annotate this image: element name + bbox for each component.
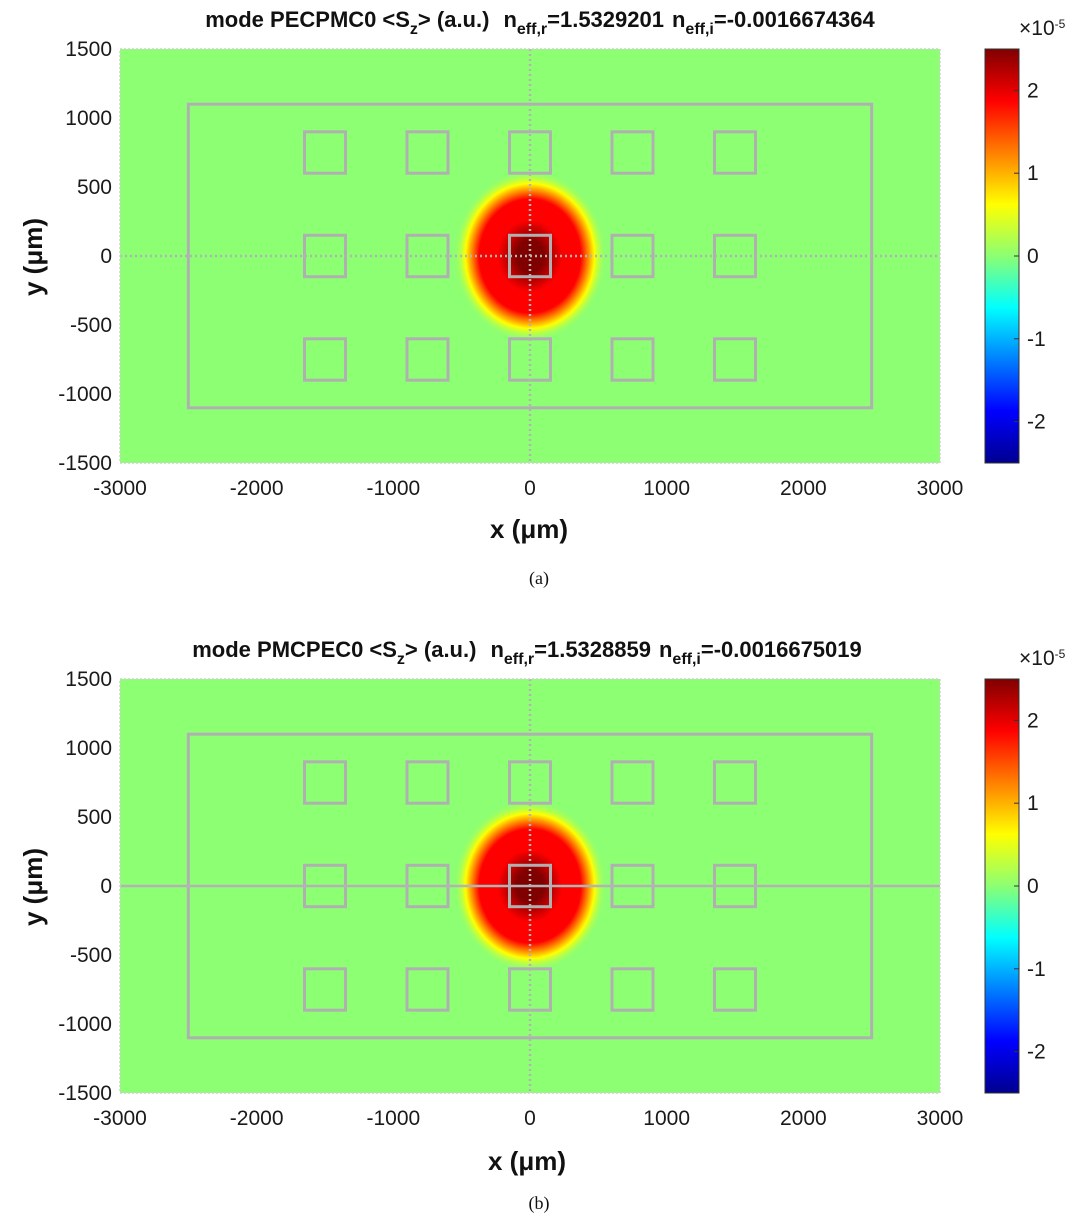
chart-b-ytick: 1500: [65, 668, 112, 691]
chart-b-ytick: -1000: [58, 1013, 112, 1036]
chart-b-hole-r0-c3: [610, 760, 655, 805]
chart-b-title-neffr-sub: eff,r: [504, 651, 534, 668]
chart-b-title-quantity-sub: z: [397, 651, 405, 668]
chart-a-ylabel: y (μm): [18, 218, 48, 296]
chart-a-ytick: 1000: [65, 107, 112, 130]
chart-a-title-neffr-label: n: [503, 7, 516, 32]
chart-b-hole-r0-c0: [303, 760, 347, 805]
chart-a-colorbar-tick: 0: [1027, 245, 1039, 268]
chart-a-ytick: -500: [70, 314, 112, 337]
chart-b-xlabel: x (μm): [488, 1146, 566, 1176]
chart-b-hole-r0-c4: [713, 760, 757, 805]
chart-a-title-neffi-value: =-0.0016674364: [714, 7, 876, 32]
chart-a-title-neffi-sub: eff,i: [685, 21, 713, 38]
chart-a-hole-r0-c3: [610, 130, 655, 175]
chart-a-xtick: -1000: [366, 477, 420, 500]
chart-b-title-quantity-suffix: > (a.u.): [405, 637, 477, 662]
chart-b-xtick: 0: [524, 1107, 536, 1130]
chart-a-colorbar-tick: -2: [1027, 411, 1046, 434]
chart-b-ytick: 500: [77, 806, 112, 829]
chart-a-title-neffi-label: n: [672, 7, 685, 32]
chart-a-hole-r0-c0: [303, 130, 347, 175]
chart-b-title-prefix: mode: [192, 637, 257, 662]
chart-b-hole-r2-c3: [610, 967, 655, 1012]
chart-b-hole-r2-c4: [713, 967, 757, 1012]
chart-b-xtick: 3000: [917, 1107, 964, 1130]
chart-b-svg: mode PMCPEC0 <Sz> (a.u.) neff,r=1.5328859 n…: [18, 637, 1066, 1176]
chart-a-xtick: 0: [524, 477, 536, 500]
chart-a-hole-r2-c0: [303, 337, 347, 382]
chart-b-colorbar-tick: -1: [1027, 958, 1046, 981]
chart-a-xlabel: x (μm): [490, 514, 568, 544]
chart-a-xtick: -2000: [230, 477, 284, 500]
chart-b-ylabel: y (μm): [18, 848, 48, 926]
chart-a-title: mode PECPMC0 <Sz> (a.u.) neff,r=1.5329201 n…: [205, 7, 875, 38]
chart-b-ytick: 0: [100, 875, 112, 898]
chart-b-ytick: 1000: [65, 737, 112, 760]
chart-b-ytick: -500: [70, 944, 112, 967]
chart-a-title-mode: PECPMC0: [270, 7, 376, 32]
chart-b-colorbar-tick: -2: [1027, 1041, 1046, 1064]
chart-b-title-neffi-sub: eff,i: [672, 651, 700, 668]
chart-b-xtick: 1000: [643, 1107, 690, 1130]
chart-a-ytick: -1500: [58, 452, 112, 475]
chart-a-hole-r0-c1: [405, 130, 450, 175]
chart-a-colorbar-exponent: ×10-5: [1019, 17, 1066, 40]
chart-a-title-neffr-value: =1.5329201: [547, 7, 664, 32]
chart-a-xtick: 2000: [780, 477, 827, 500]
chart-a-colorbar-tick: 1: [1027, 162, 1039, 185]
chart-a-svg: mode PECPMC0 <Sz> (a.u.) neff,r=1.5329201 n…: [18, 7, 1066, 544]
chart-b-title-neffr-value: =1.5328859: [534, 637, 651, 662]
chart-b-hole-r2-c1: [405, 967, 450, 1012]
chart-b-title-mode: PMCPEC0: [257, 637, 363, 662]
chart-b-hole-r0-c1: [405, 760, 450, 805]
chart-a-ytick: 500: [77, 176, 112, 199]
chart-a-xtick: -3000: [93, 477, 147, 500]
chart-b-ytick: -1500: [58, 1082, 112, 1105]
chart-b-plot: -3000 -2000 -1000 0 1000 2000 3000-1500-1000-5…: [58, 647, 1065, 1130]
chart-a-hole-r0-c4: [713, 130, 757, 175]
chart-b-hole-r0-c2: [508, 760, 552, 805]
chart-b-title: mode PMCPEC0 <Sz> (a.u.) neff,r=1.5328859 n…: [192, 637, 862, 668]
chart-b-colorbar-tick: 0: [1027, 875, 1039, 898]
chart-b-xtick: 2000: [780, 1107, 827, 1130]
caption-a: (a): [529, 568, 549, 588]
chart-a-plot: -3000 -2000 -1000 0 1000 2000 3000-1500-1000-5…: [58, 17, 1065, 500]
chart-a-xtick: 3000: [917, 477, 964, 500]
chart-a-title-neffr-sub: eff,r: [517, 21, 547, 38]
chart-b-xtick: -3000: [93, 1107, 147, 1130]
chart-a-colorbar-tick: -1: [1027, 328, 1046, 351]
chart-a-axes-frame: [119, 48, 941, 464]
chart-b-title-neffr-label: n: [490, 637, 503, 662]
chart-a-title-quantity-suffix: > (a.u.): [418, 7, 490, 32]
chart-b-xtick: -2000: [230, 1107, 284, 1130]
chart-a-hole-r2-c3: [610, 337, 655, 382]
chart-a-ytick: -1000: [58, 383, 112, 406]
chart-b-colorbar-tick: 2: [1027, 709, 1039, 732]
chart-b-title-quantity: <S: [369, 637, 397, 662]
chart-a-colorbar: [984, 48, 1020, 464]
caption-b: (b): [528, 1193, 550, 1213]
chart-b-title-neffi-value: =-0.0016675019: [701, 637, 862, 662]
chart-a-title-prefix: mode: [205, 7, 270, 32]
chart-a-title-quantity-sub: z: [410, 21, 418, 38]
chart-b-colorbar-exponent: ×10-5: [1019, 647, 1066, 670]
chart-b-colorbar-tick: 1: [1027, 792, 1039, 815]
chart-b-hole-r2-c0: [303, 967, 347, 1012]
chart-b-colorbar: [984, 678, 1020, 1094]
chart-b-xtick: -1000: [366, 1107, 420, 1130]
chart-b-title-neffi-label: n: [659, 637, 672, 662]
chart-a-xtick: 1000: [643, 477, 690, 500]
chart-a-hole-r0-c2: [508, 130, 552, 175]
chart-b-axes-frame: [119, 678, 941, 1094]
chart-a-hole-r2-c1: [405, 337, 450, 382]
chart-a-hole-r2-c4: [713, 337, 757, 382]
chart-a-ytick: 0: [100, 245, 112, 268]
chart-a-title-quantity: <S: [382, 7, 410, 32]
chart-a-ytick: 1500: [65, 38, 112, 61]
chart-a-colorbar-tick: 2: [1027, 79, 1039, 102]
